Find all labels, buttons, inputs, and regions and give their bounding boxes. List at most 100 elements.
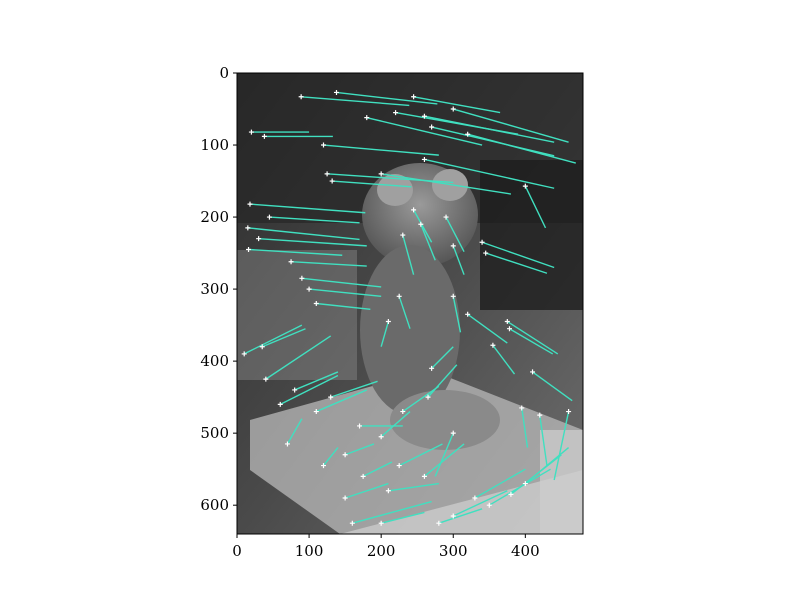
feature-point-marker [411,94,417,100]
track-line [380,511,425,524]
feature-point-marker [321,463,326,469]
feature-point-marker [284,441,290,447]
feature-point-marker [259,344,265,350]
axes-frame [236,72,584,535]
feature-point-marker [266,214,272,220]
track-line [445,216,465,252]
track-line [362,461,393,478]
track-line [424,115,555,143]
track-line [243,324,303,355]
track-line [301,96,410,107]
feature-point-marker [246,246,252,252]
track-line [322,447,339,467]
track-line [467,313,508,344]
track-line [344,443,375,456]
track-line [269,216,360,224]
feature-point-marker [263,376,269,382]
feature-point-marker [465,311,471,317]
feature-markers [241,89,572,526]
feature-point-marker [349,520,355,526]
feature-point-marker [450,106,456,112]
feature-point-marker [465,131,471,137]
feature-point-marker [429,124,435,130]
feature-point-marker [450,293,456,299]
feature-point-marker [329,178,335,184]
track-line [485,252,548,274]
track-line [316,389,368,413]
track-line [506,320,559,355]
feature-point-marker [396,463,402,469]
feature-point-marker [425,394,431,400]
feature-point-marker [299,275,305,281]
track-line [344,482,389,499]
track-line [452,245,465,275]
track-line [553,411,570,481]
feature-point-marker [328,394,334,400]
y-tick-label: 400 [200,352,229,370]
x-tick-label: 300 [439,542,468,560]
feature-point-marker [450,513,456,519]
feature-point-marker [288,259,294,265]
track-line [402,385,440,413]
track-line [380,321,390,347]
track-line [413,96,501,114]
y-tick-label: 100 [200,136,229,154]
track-line [539,415,548,466]
track-line [420,224,436,261]
track-line [452,490,508,517]
track-line [366,116,483,146]
feature-point-marker [443,214,449,220]
track-line [380,411,411,438]
feature-point-marker [247,201,253,207]
track-line [330,380,378,398]
feature-point-marker [378,520,384,526]
track-line [423,443,465,477]
feature-point-marker [248,129,254,135]
feature-point-marker [400,232,406,238]
track-line [467,133,576,164]
feature-point-marker [429,365,435,371]
feature-point-marker [506,326,512,332]
feature-point-marker [306,286,312,292]
feature-tracks [243,91,576,524]
track-line [509,328,554,355]
feature-point-marker [490,342,496,348]
x-axis-ticks: 0 100 200 300 400 [232,534,540,560]
feature-point-marker [313,409,319,415]
feature-point-marker [522,183,528,189]
feature-point-marker [508,491,514,497]
track-line [438,508,483,524]
feature-point-marker [486,502,492,508]
track-line [249,203,366,214]
track-line [332,180,412,188]
x-tick-label: 200 [367,542,396,560]
y-tick-label: 300 [200,280,229,298]
y-axis-ticks: 0 100 200 300 400 500 600 [200,64,237,514]
feature-point-marker [378,434,384,440]
feature-point-marker [537,412,543,418]
track-line [402,234,415,275]
track-line [286,418,303,445]
feature-point-marker [421,113,427,119]
track-line [309,288,382,297]
track-line [248,248,343,256]
feature-point-marker [436,520,442,526]
feature-point-marker [385,488,391,494]
track-line [427,364,458,398]
track-line [294,371,339,391]
background-photo [237,73,583,534]
track-line [431,346,454,369]
track-line [301,277,382,288]
track-line [261,328,306,348]
feature-point-marker [342,452,348,458]
feature-point-marker [364,115,370,121]
feature-point-marker [566,409,572,415]
track-line [412,209,433,243]
feature-point-marker [421,473,427,479]
feature-point-marker [298,94,304,100]
feature-point-marker [321,142,326,148]
track-line [424,158,555,189]
track-line [323,144,439,156]
x-tick-label: 0 [232,542,242,560]
